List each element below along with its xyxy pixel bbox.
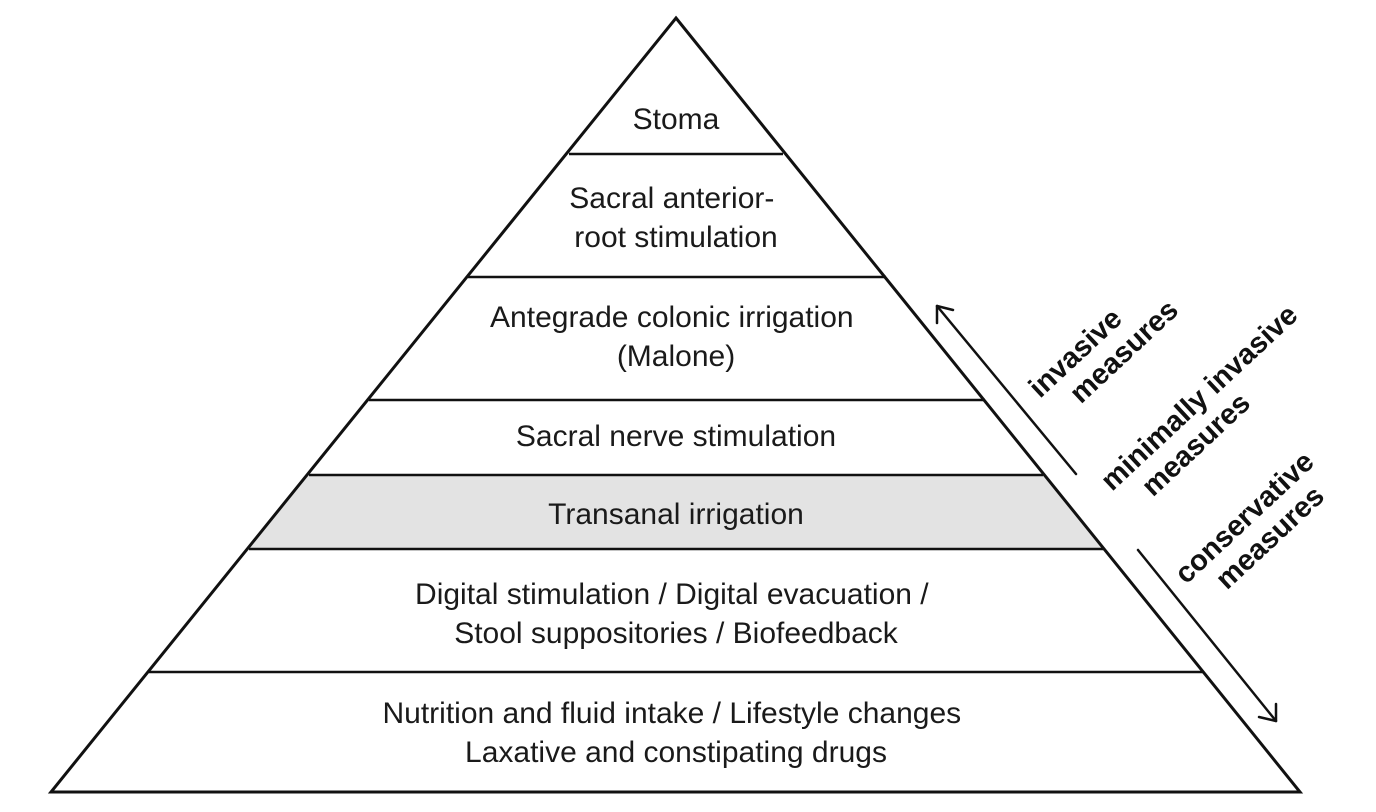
arrow-up-icon [935, 304, 1078, 476]
pyramid-outline [47, 15, 1304, 794]
pyramid-bands [51, 18, 1300, 792]
level-label-nutrition: Nutrition and fluid intake / Lifestyle c… [382, 697, 969, 769]
band-antegrade-colonic-irrigation [369, 277, 985, 400]
band-transanal-irrigation [249, 475, 1103, 549]
arrow-down-icon [1136, 548, 1278, 723]
pyramid-dividers [149, 152, 1203, 674]
band-stoma [569, 18, 783, 154]
level-label-digital-stimulation: Digital stimulation / Digital evacuation… [415, 578, 937, 650]
level-label-line: (Malone) [617, 340, 735, 373]
level-label-line: Digital stimulation / Digital evacuation… [415, 578, 929, 611]
level-label-stoma: Stoma [633, 103, 720, 136]
level-label-antegrade-colonic-irrigation: Antegrade colonic irrigation (Malone) [490, 301, 862, 373]
level-label-line: Transanal irrigation [548, 498, 804, 531]
level-label-sacral-anterior-root: Sacral anterior- root stimulation [569, 182, 782, 254]
side-arrows [935, 304, 1278, 723]
band-digital-stimulation [149, 549, 1203, 672]
level-label-line: Laxative and constipating drugs [465, 736, 887, 769]
arrow-down-shaft [1136, 548, 1278, 723]
arrow-down-head [1257, 702, 1278, 723]
level-label-line: Antegrade colonic irrigation [490, 301, 854, 334]
pyramid-labels: Stoma Sacral anterior- root stimulation … [382, 103, 969, 769]
band-nutrition [51, 672, 1300, 792]
level-label-line: root stimulation [574, 221, 777, 254]
band-sacral-anterior-root [468, 154, 886, 277]
level-label-line: Stoma [633, 103, 720, 136]
level-label-line: Nutrition and fluid intake / Lifestyle c… [382, 697, 961, 730]
level-label-line: Sacral anterior- [569, 182, 774, 215]
level-label-line: Sacral nerve stimulation [516, 420, 836, 453]
level-label-transanal-irrigation: Transanal irrigation [548, 498, 804, 531]
band-sacral-nerve-stimulation [309, 400, 1043, 475]
side-label-invasive: invasive measures [1023, 271, 1185, 428]
level-label-sacral-nerve-stimulation: Sacral nerve stimulation [516, 420, 836, 453]
arrow-up-head [935, 304, 955, 325]
level-label-line: Stool suppositories / Biofeedback [454, 617, 899, 650]
arrow-up-shaft [935, 304, 1078, 476]
